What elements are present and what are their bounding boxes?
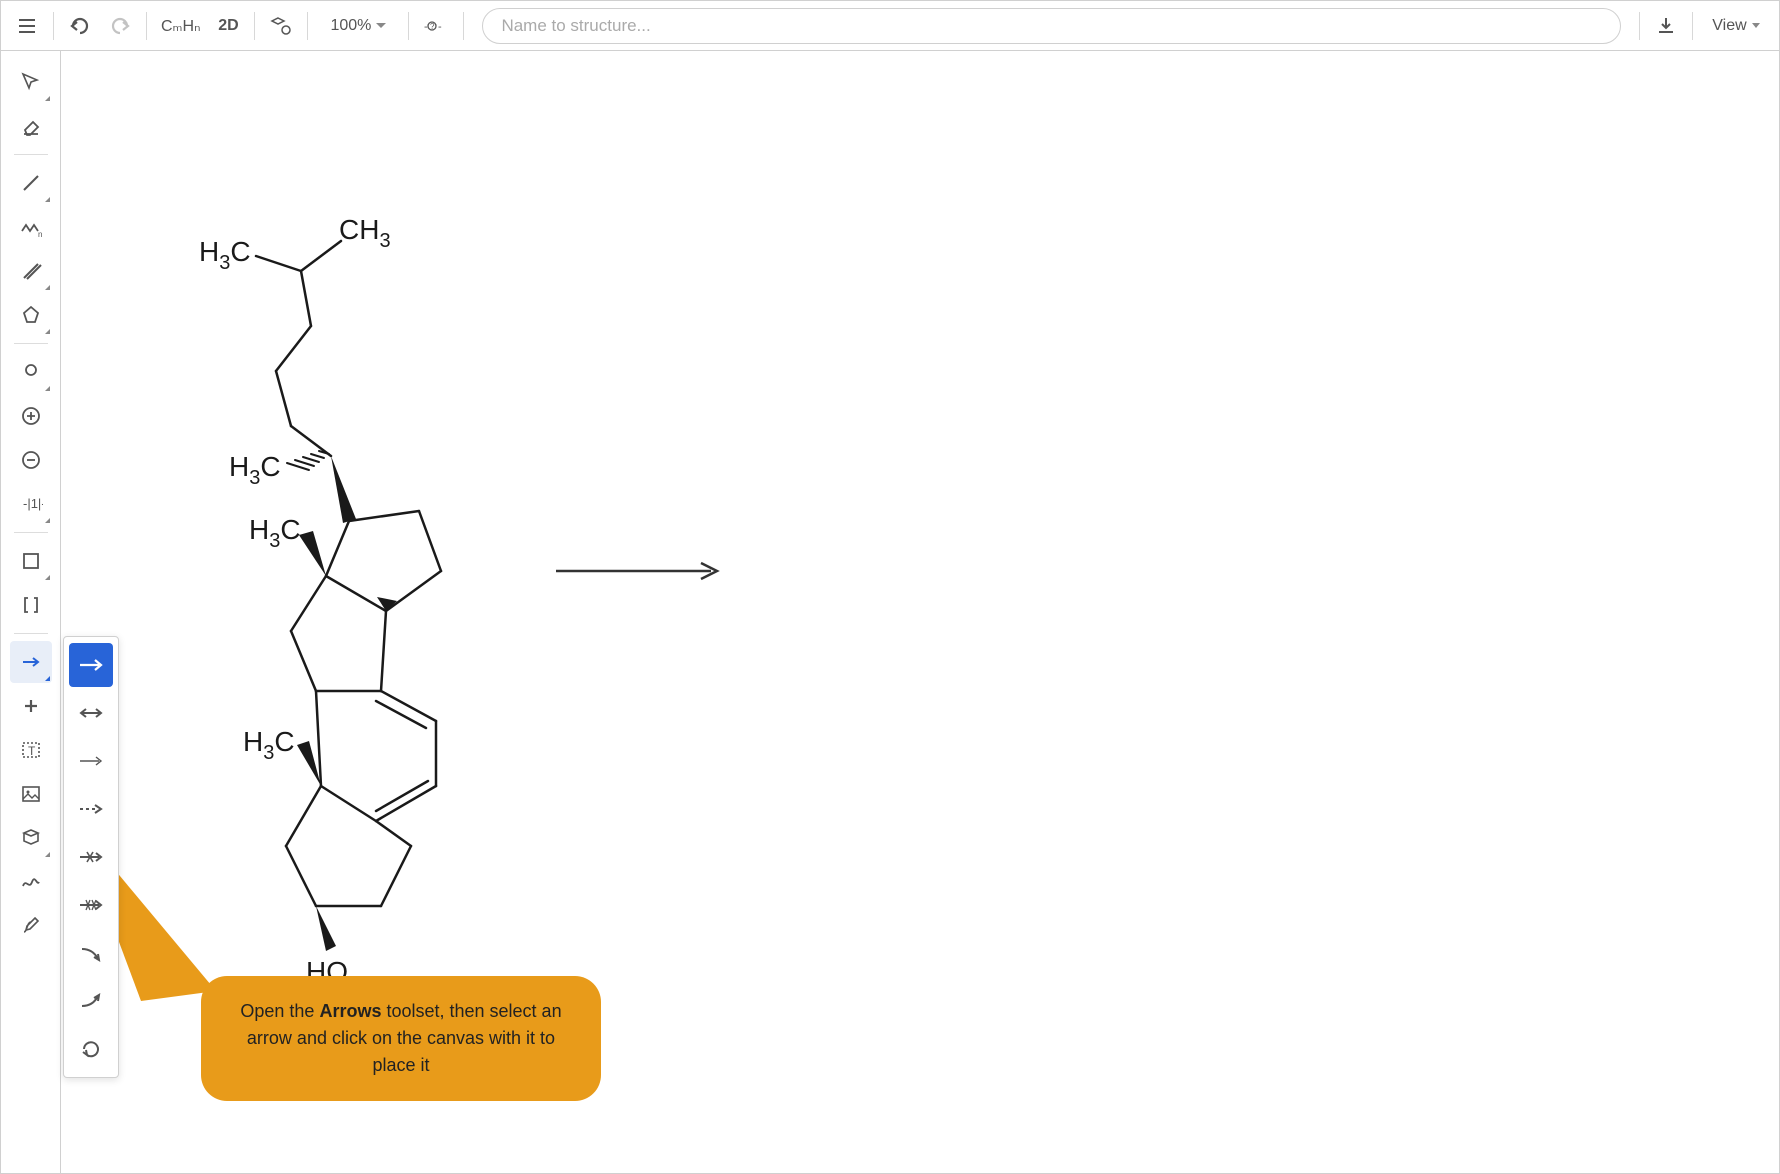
svg-text:H3C: H3C <box>243 726 295 764</box>
separator <box>408 12 409 40</box>
draw-tool[interactable] <box>10 905 52 947</box>
curve-tool[interactable] <box>10 861 52 903</box>
image-tool[interactable] <box>10 773 52 815</box>
arrow-rotate-option[interactable] <box>69 1027 113 1071</box>
separator <box>14 532 48 533</box>
view-mode-label: 2D <box>218 17 238 35</box>
svg-text:CH3: CH3 <box>339 214 391 252</box>
svg-text:H3C: H3C <box>249 514 301 552</box>
view-dropdown[interactable]: View <box>1701 8 1771 44</box>
reaction-arrow[interactable] <box>551 556 731 586</box>
arrows-flyout <box>63 636 119 1078</box>
callout-text-before: Open the <box>240 1001 319 1021</box>
formula-button[interactable]: CₘHₙ <box>155 8 206 44</box>
text-tool[interactable]: T <box>10 729 52 771</box>
increase-charge-tool[interactable] <box>10 395 52 437</box>
svg-text:-|1|-: -|1|- <box>23 496 43 511</box>
menu-button[interactable] <box>9 8 45 44</box>
svg-text:H3C: H3C <box>229 451 281 489</box>
chain-tool[interactable]: n <box>10 206 52 248</box>
arrow-right-thin-option[interactable] <box>69 739 113 783</box>
svg-text:-: - <box>424 21 428 33</box>
ring-tool[interactable] <box>10 294 52 336</box>
layers-button[interactable] <box>263 8 299 44</box>
brackets-tool[interactable] <box>10 584 52 626</box>
arrow-dashed-option[interactable] <box>69 787 113 831</box>
svg-text:T: T <box>28 744 36 758</box>
erase-tool[interactable] <box>10 105 52 147</box>
separator <box>307 12 308 40</box>
separator <box>14 343 48 344</box>
arrow-curved-up-option[interactable] <box>69 979 113 1023</box>
tutorial-callout: Open the Arrows toolset, then select an … <box>201 976 601 1101</box>
chevron-down-icon <box>1752 23 1760 28</box>
callout-text-bold: Arrows <box>319 1001 381 1021</box>
chevron-down-icon <box>376 23 386 28</box>
svg-text:n: n <box>38 230 42 239</box>
separator <box>1639 12 1640 40</box>
marquee-tool[interactable] <box>10 540 52 582</box>
name-to-structure-input[interactable] <box>482 8 1621 44</box>
separator <box>53 12 54 40</box>
arrows-tool[interactable] <box>10 641 52 683</box>
zoom-label: 100% <box>330 17 371 35</box>
view-2d-button[interactable]: 2D <box>210 8 246 44</box>
separator <box>146 12 147 40</box>
redo-button[interactable] <box>102 8 138 44</box>
arrow-crossed2-option[interactable] <box>69 883 113 927</box>
shapes-tool[interactable] <box>10 817 52 859</box>
insert-fragment-button[interactable]: -?- <box>417 8 455 44</box>
top-toolbar: CₘHₙ 2D 100% -?- View <box>1 1 1779 51</box>
decrease-charge-tool[interactable] <box>10 439 52 481</box>
radical-tool[interactable]: -|1|- <box>10 483 52 525</box>
svg-text:?: ? <box>430 22 435 31</box>
selection-tool[interactable] <box>10 61 52 103</box>
left-toolbar: n -|1|- T <box>1 51 61 1173</box>
svg-text:H3C: H3C <box>199 236 251 274</box>
undo-button[interactable] <box>62 8 98 44</box>
separator <box>1692 12 1693 40</box>
reaction-plus-tool[interactable] <box>10 685 52 727</box>
arrow-curved-down-option[interactable] <box>69 931 113 975</box>
separator <box>14 154 48 155</box>
stereo-bond-tool[interactable] <box>10 250 52 292</box>
arrow-leftright-option[interactable] <box>69 691 113 735</box>
svg-text:-: - <box>438 21 442 33</box>
arrow-right-option[interactable] <box>69 643 113 687</box>
separator <box>254 12 255 40</box>
view-dropdown-label: View <box>1712 17 1746 35</box>
separator <box>463 12 464 40</box>
formula-label: CₘHₙ <box>161 16 200 36</box>
bond-tool[interactable] <box>10 162 52 204</box>
zoom-dropdown[interactable]: 100% <box>316 8 400 44</box>
download-button[interactable] <box>1648 8 1684 44</box>
atom-tool[interactable] <box>10 351 52 393</box>
arrow-crossed-option[interactable] <box>69 835 113 879</box>
separator <box>14 633 48 634</box>
